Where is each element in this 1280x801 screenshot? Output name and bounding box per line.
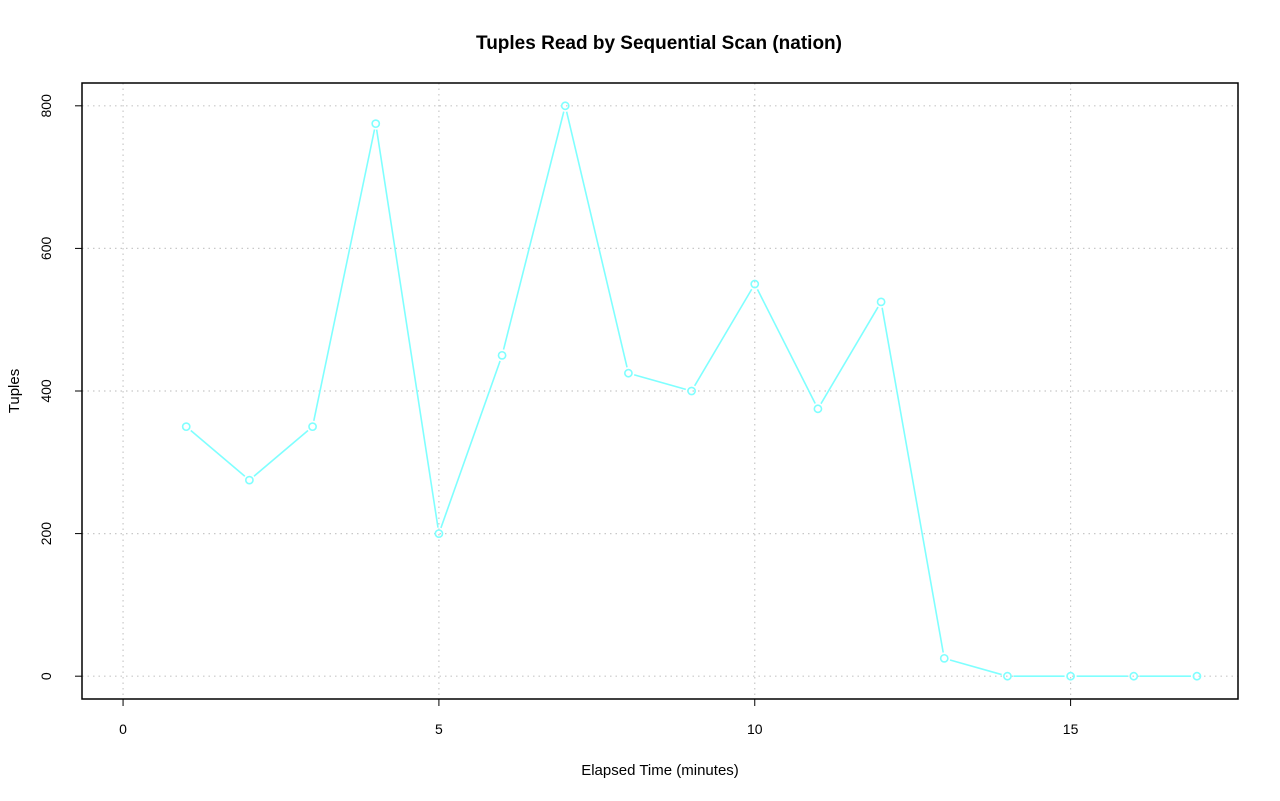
series-line-segment	[633, 374, 687, 391]
x-tick-label: 15	[1063, 721, 1079, 737]
data-point	[181, 422, 191, 432]
series-line-segment	[253, 429, 309, 477]
series-line-segment	[190, 429, 246, 477]
series-line-segment	[375, 129, 439, 528]
x-tick-label: 10	[747, 721, 763, 737]
data-point	[434, 529, 444, 538]
series-line-segment	[693, 288, 753, 387]
series-line-segment	[949, 659, 1002, 676]
data-point	[244, 475, 254, 485]
series-line-segment	[313, 129, 376, 421]
x-tick-label: 5	[435, 721, 443, 737]
data-point	[687, 386, 696, 396]
data-point	[939, 653, 949, 663]
y-axis: 0 200 400 600 800	[38, 94, 83, 680]
grid-lines	[82, 83, 1238, 699]
data-point	[813, 404, 823, 414]
series-line-segment	[820, 306, 879, 405]
data-point	[1129, 671, 1139, 681]
chart-title: Tuples Read by Sequential Scan (nation)	[476, 33, 842, 54]
y-tick-label: 600	[38, 237, 54, 261]
data-point	[1192, 671, 1202, 681]
x-axis-label: Elapsed Time (minutes)	[581, 762, 739, 779]
data-point	[750, 279, 760, 289]
y-tick-label: 200	[38, 522, 54, 546]
y-axis-label: Tuples	[6, 369, 23, 413]
data-point	[371, 119, 381, 129]
data-point	[876, 297, 886, 307]
data-point	[497, 350, 507, 360]
data-point	[1003, 671, 1012, 681]
series-group	[181, 101, 1202, 681]
data-point	[560, 101, 570, 111]
series-line-segment	[502, 111, 565, 350]
series-line-segment	[440, 360, 501, 529]
y-tick-label: 400	[38, 379, 54, 403]
y-tick-label: 0	[38, 672, 54, 680]
series-line-segment	[881, 307, 945, 653]
data-point	[1066, 671, 1076, 681]
data-point	[308, 422, 317, 432]
x-tick-label: 0	[119, 721, 127, 737]
data-point	[624, 368, 633, 378]
x-axis: 0 5 10 15	[119, 698, 1079, 737]
series-line-segment	[756, 289, 816, 404]
series-line-segment	[565, 111, 628, 368]
y-tick-label: 800	[38, 94, 54, 118]
